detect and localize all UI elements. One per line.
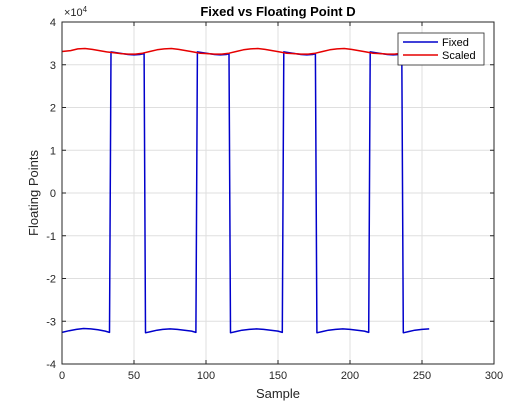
legend: Fixed Scaled bbox=[398, 33, 484, 65]
y-tick-label: 0 bbox=[50, 188, 56, 200]
y-tick-label: -1 bbox=[46, 231, 56, 243]
y-tick-label: 2 bbox=[50, 103, 56, 115]
y-exponent-label: ×104 bbox=[64, 5, 88, 19]
y-axis-label: Floating Points bbox=[26, 150, 41, 236]
x-tick-label: 200 bbox=[341, 370, 359, 382]
y-tick-label: -3 bbox=[46, 316, 56, 328]
x-tick-label: 150 bbox=[269, 370, 287, 382]
legend-label-fixed: Fixed bbox=[442, 37, 469, 49]
y-tick-label: 3 bbox=[50, 60, 56, 72]
x-tick-label: 50 bbox=[128, 370, 140, 382]
y-tick-label: -2 bbox=[46, 274, 56, 286]
x-tick-label: 100 bbox=[197, 370, 215, 382]
y-tick-label: 1 bbox=[50, 145, 56, 157]
legend-label-scaled: Scaled bbox=[442, 50, 476, 62]
y-tick-label: -4 bbox=[46, 359, 56, 371]
x-axis-label: Sample bbox=[256, 386, 300, 401]
x-tick-label: 0 bbox=[59, 370, 65, 382]
x-tick-label: 300 bbox=[485, 370, 503, 382]
y-tick-label: 4 bbox=[50, 17, 56, 29]
x-tick-label: 250 bbox=[413, 370, 431, 382]
y-exponent-base: ×10 bbox=[64, 7, 83, 19]
y-exponent-power: 4 bbox=[83, 5, 88, 14]
chart-title: Fixed vs Floating Point D bbox=[200, 4, 355, 19]
